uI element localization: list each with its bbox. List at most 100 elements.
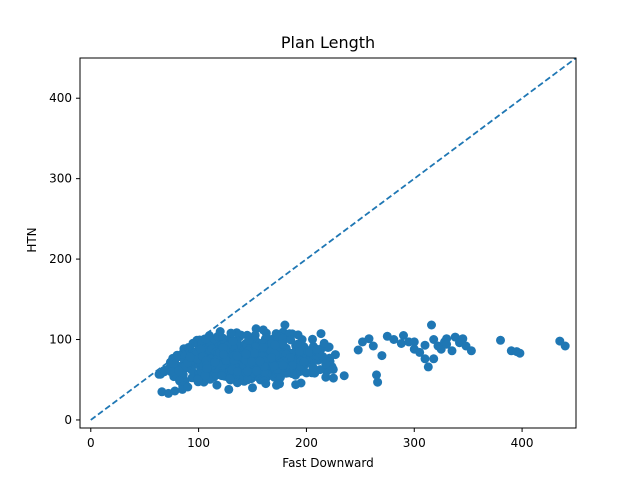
y-axis-label: HTN xyxy=(25,227,39,252)
data-point xyxy=(261,379,271,389)
chart-title: Plan Length xyxy=(281,33,375,52)
data-point xyxy=(210,357,220,367)
data-point xyxy=(382,331,392,341)
data-point xyxy=(269,361,279,371)
data-point xyxy=(396,339,406,348)
data-point xyxy=(232,351,242,361)
data-point xyxy=(232,367,242,376)
data-point xyxy=(466,346,476,356)
data-point xyxy=(285,353,295,362)
data-point xyxy=(458,334,468,344)
data-point xyxy=(315,365,325,375)
data-point xyxy=(202,363,212,373)
data-point xyxy=(200,371,210,381)
data-point xyxy=(293,339,302,349)
data-point xyxy=(420,340,430,350)
data-point xyxy=(247,357,257,367)
x-tick-label: 400 xyxy=(511,436,534,450)
data-point xyxy=(219,349,229,359)
data-point xyxy=(409,337,419,347)
data-point xyxy=(242,366,252,376)
data-point xyxy=(442,339,452,349)
data-points xyxy=(154,320,570,398)
data-point xyxy=(166,367,176,377)
data-point xyxy=(270,340,280,350)
x-tick-label: 100 xyxy=(187,436,210,450)
data-point xyxy=(423,362,433,372)
y-axis-ticks: 0 100 200 300 400 xyxy=(49,91,80,427)
data-point xyxy=(427,320,436,330)
data-point xyxy=(312,344,322,354)
x-axis-label: Fast Downward xyxy=(282,456,373,470)
data-point xyxy=(217,371,227,381)
data-point xyxy=(496,335,505,345)
data-point xyxy=(328,373,338,383)
plot-area xyxy=(79,57,577,429)
y-tick-label: 200 xyxy=(49,252,72,266)
data-point xyxy=(252,366,262,376)
data-point xyxy=(286,335,296,345)
data-point xyxy=(305,347,315,357)
axes-frame xyxy=(79,57,577,429)
data-point xyxy=(258,343,268,352)
data-point xyxy=(244,335,254,345)
data-point xyxy=(308,334,317,344)
data-point xyxy=(170,386,180,396)
data-point xyxy=(420,354,430,364)
data-point xyxy=(255,356,265,366)
data-point xyxy=(447,346,457,356)
data-point xyxy=(353,345,363,355)
data-point xyxy=(377,351,387,361)
data-point xyxy=(372,370,381,380)
data-point xyxy=(560,341,570,351)
data-point xyxy=(212,380,222,390)
y-tick-label: 0 xyxy=(64,413,72,427)
data-point xyxy=(196,344,206,354)
data-point xyxy=(319,338,329,348)
data-point xyxy=(291,380,301,390)
data-point xyxy=(515,348,525,358)
data-point xyxy=(193,375,203,385)
data-point xyxy=(267,353,276,363)
data-point xyxy=(280,320,290,330)
data-point xyxy=(358,337,367,347)
data-point xyxy=(183,382,193,392)
data-point xyxy=(241,349,251,359)
data-point xyxy=(429,335,439,344)
data-point xyxy=(321,359,331,369)
y-tick-label: 300 xyxy=(49,172,72,186)
data-point xyxy=(287,360,297,370)
data-point xyxy=(302,368,311,378)
data-point xyxy=(218,343,228,353)
y-tick-label: 100 xyxy=(49,333,72,347)
x-tick-label: 300 xyxy=(403,436,426,450)
data-point xyxy=(215,327,225,336)
data-point xyxy=(248,383,257,393)
data-point xyxy=(275,379,284,389)
reference-line xyxy=(90,58,576,421)
data-point xyxy=(415,347,425,357)
data-point xyxy=(278,339,288,349)
data-point xyxy=(294,346,304,356)
data-point xyxy=(169,359,178,368)
data-point xyxy=(185,352,195,362)
data-point xyxy=(429,354,439,364)
data-point xyxy=(225,374,235,384)
data-point xyxy=(316,329,326,339)
x-tick-label: 0 xyxy=(87,436,95,450)
y-tick-label: 400 xyxy=(49,91,72,105)
data-point xyxy=(339,371,349,381)
x-tick-label: 200 xyxy=(295,436,318,450)
data-point xyxy=(278,360,288,370)
data-point xyxy=(368,341,378,351)
data-point xyxy=(308,362,318,372)
data-point xyxy=(250,348,259,358)
x-axis-ticks: 0 100 200 300 400 xyxy=(87,428,534,450)
data-point xyxy=(299,357,309,367)
data-point xyxy=(399,331,408,340)
data-point xyxy=(373,377,383,387)
data-point xyxy=(226,328,236,338)
data-point xyxy=(224,384,234,394)
